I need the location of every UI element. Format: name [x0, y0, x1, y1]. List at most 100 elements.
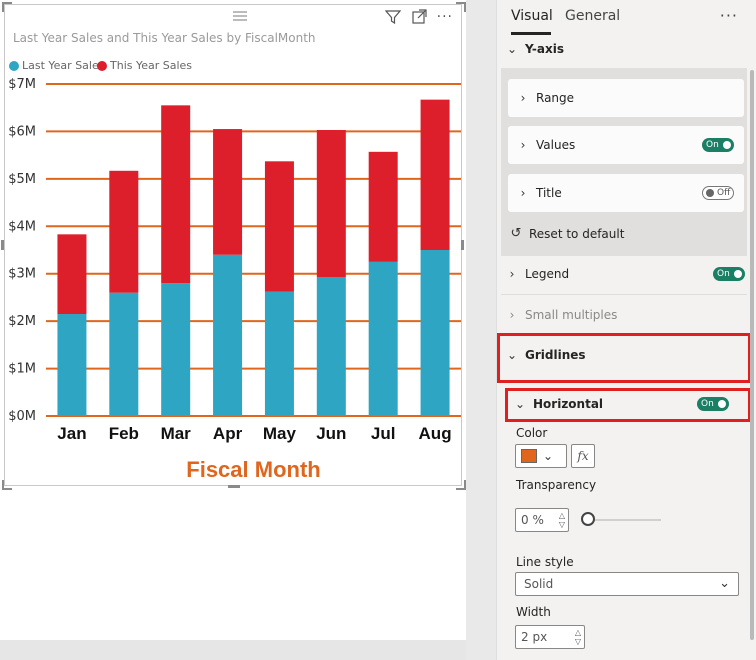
color-swatch — [521, 449, 537, 463]
x-tick-label: May — [263, 424, 297, 443]
resize-corner[interactable] — [456, 2, 466, 12]
bar-segment-this-year-sales — [57, 234, 87, 315]
bar-segment-last-year-sales — [161, 283, 191, 416]
tab-visual[interactable]: Visual — [511, 8, 553, 24]
legend-toggle[interactable]: On — [713, 267, 745, 281]
card-label: Range — [536, 91, 575, 105]
chevron-down-icon: ⌄ — [719, 576, 730, 591]
card-values[interactable]: › Values On — [507, 125, 745, 165]
width-label: Width — [516, 605, 551, 619]
line-style-dropdown[interactable]: Solid ⌄ — [515, 572, 739, 596]
title-toggle[interactable]: Off — [702, 186, 734, 200]
bar-segment-this-year-sales — [213, 129, 243, 255]
divider — [501, 294, 747, 295]
resize-handle[interactable] — [461, 240, 464, 250]
y-tick-label: $3M — [8, 267, 36, 282]
color-picker[interactable]: ⌄ — [515, 444, 567, 468]
color-label: Color — [516, 426, 548, 440]
x-tick-label: Aug — [419, 424, 452, 443]
active-tab-indicator — [511, 32, 551, 35]
width-input[interactable]: 2 px △ ▽ — [515, 625, 585, 649]
legend-dot — [97, 60, 107, 71]
chevron-down-icon: ⌄ — [514, 397, 526, 411]
chevron-down-icon: ⌄ — [543, 449, 554, 463]
card-title[interactable]: › Title Off — [507, 173, 745, 213]
chevron-down-icon: ⌄ — [506, 42, 518, 56]
y-tick-label: $0M — [8, 409, 36, 424]
chart-plot: $0M $1M $2M $3M $4M $5M $6M $7M Jan Feb Mar Apr May J… — [8, 77, 461, 482]
section-legend[interactable]: › Legend On — [505, 267, 755, 281]
line-style-label: Line style — [516, 555, 574, 569]
resize-corner[interactable] — [2, 480, 12, 490]
stacked-column-visual[interactable]: ··· Last Year Sales and This Year Sales … — [4, 4, 462, 486]
chevron-right-icon: › — [509, 308, 515, 322]
x-tick-label: Jun — [316, 424, 346, 443]
bar-segment-last-year-sales — [420, 250, 450, 416]
chevron-right-icon: › — [509, 267, 515, 281]
subsection-horizontal[interactable]: ⌄ Horizontal On — [513, 397, 743, 411]
y-tick-label: $7M — [8, 77, 36, 92]
chevron-down-icon: ⌄ — [506, 348, 518, 362]
section-label: Legend — [525, 267, 570, 281]
line-style-value: Solid — [524, 577, 554, 591]
x-tick-label: Mar — [161, 424, 192, 443]
section-small-multiples[interactable]: › Small multiples — [505, 308, 755, 322]
stepper-icon: △ ▽ — [558, 511, 565, 529]
bar-segment-last-year-sales — [264, 291, 294, 416]
section-label: Small multiples — [525, 308, 618, 322]
bar-segment-last-year-sales — [368, 261, 398, 416]
x-tick-label: Jan — [57, 424, 86, 443]
section-label: Y-axis — [525, 42, 564, 56]
reset-to-default-button[interactable]: ↺ Reset to default — [509, 226, 756, 241]
card-range[interactable]: › Range — [507, 78, 745, 118]
more-options-icon[interactable]: ··· — [436, 9, 453, 25]
legend-item-this-year[interactable]: This Year Sales — [97, 59, 192, 72]
section-label: Horizontal — [533, 397, 604, 411]
chevron-right-icon: › — [520, 138, 526, 152]
horizontal-toggle[interactable]: On — [697, 397, 729, 411]
y-tick-label: $6M — [8, 124, 36, 139]
y-tick-label: $1M — [8, 362, 36, 377]
legend-dot — [9, 60, 19, 71]
y-tick-label: $2M — [8, 314, 36, 329]
highlight-box — [505, 388, 751, 422]
scrollbar-thumb[interactable] — [750, 70, 754, 640]
slider-thumb[interactable] — [581, 512, 595, 526]
transparency-slider[interactable] — [581, 512, 661, 526]
more-options-icon[interactable]: ··· — [719, 6, 738, 25]
drag-grip-icon[interactable] — [233, 11, 247, 21]
card-label: Title — [536, 186, 562, 200]
canvas-scrollbar[interactable] — [0, 640, 466, 660]
bar-segment-this-year-sales — [109, 170, 139, 293]
transparency-value: 0 % — [521, 513, 544, 527]
section-y-axis[interactable]: ⌄ Y-axis — [505, 42, 755, 56]
x-tick-label: Apr — [213, 424, 243, 443]
stepper-icon: △ ▽ — [574, 628, 581, 646]
values-toggle[interactable]: On — [702, 138, 734, 152]
chevron-right-icon: › — [520, 91, 526, 105]
bar-segment-this-year-sales — [420, 99, 450, 250]
section-gridlines[interactable]: ⌄ Gridlines — [505, 348, 755, 362]
tab-general[interactable]: General — [565, 8, 621, 24]
resize-corner[interactable] — [2, 2, 12, 12]
x-axis-title: Fiscal Month — [186, 457, 320, 482]
bar-segment-last-year-sales — [316, 277, 346, 416]
bar-segment-this-year-sales — [316, 130, 346, 278]
filter-icon[interactable] — [384, 9, 401, 25]
legend-label: Last Year Sales — [22, 59, 105, 72]
y-tick-label: $4M — [8, 219, 36, 234]
section-label: Gridlines — [525, 348, 586, 362]
bar-segment-this-year-sales — [161, 105, 191, 284]
resize-handle[interactable] — [1, 240, 4, 250]
fx-button[interactable]: fx — [571, 444, 595, 468]
legend-label: This Year Sales — [110, 59, 193, 72]
resize-corner[interactable] — [456, 480, 466, 490]
transparency-input[interactable]: 0 % △ ▽ — [515, 508, 569, 532]
report-canvas: ··· Last Year Sales and This Year Sales … — [0, 0, 466, 660]
legend-item-last-year[interactable]: Last Year Sales — [9, 59, 104, 72]
focus-mode-icon[interactable] — [411, 9, 427, 25]
resize-handle[interactable] — [228, 485, 240, 488]
pane-scrollbar[interactable] — [749, 68, 755, 648]
bar-segment-this-year-sales — [368, 151, 398, 262]
chevron-right-icon: › — [520, 186, 526, 200]
